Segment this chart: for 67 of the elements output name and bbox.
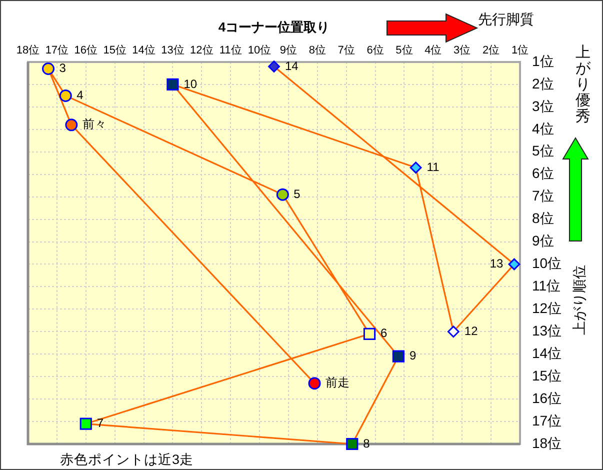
annotation: 9 [409,348,416,363]
y-tick-label: 4位 [532,120,554,136]
x-tick-label: 1位 [511,44,529,56]
y-tick-label: 10位 [532,255,562,272]
x-tick-label: 8位 [308,44,326,56]
x-tick-label: 16位 [74,44,98,56]
y-tick-label: 7位 [532,188,554,204]
annotation: 前走 [326,376,350,390]
y-tick-label: 14位 [532,344,562,361]
y-tick-label: 16位 [532,390,562,406]
annotation: 13 [490,256,504,271]
point [363,328,376,340]
annotation: 前々 [82,117,106,132]
point [268,60,280,72]
y-axis-title: 上がり順位 [571,265,587,335]
x-tick-label: 6位 [366,44,384,56]
x-tick-label: 11位 [219,44,242,56]
point [508,258,520,270]
annotation: 4 [76,88,84,102]
point [392,350,404,362]
point [276,188,289,201]
point [42,62,55,75]
annotation: 10 [184,76,198,91]
x-tick-label: 18位 [16,44,40,56]
x-tick-label: 7位 [338,44,355,56]
annotation: 6 [380,326,388,340]
point [59,89,72,102]
y-tick-label: 15位 [532,367,562,384]
text: 上がり優秀 [574,44,592,125]
annotation: 5 [294,186,301,201]
x-tick-label: 10位 [248,44,272,56]
annotation: 14 [285,58,299,73]
y-tick-label: 18位 [532,434,562,451]
point [80,418,92,430]
point [346,438,358,450]
y-tick-label: 11位 [532,278,561,294]
point [410,162,422,174]
x-tick-label: 5位 [396,44,413,56]
point [447,326,460,338]
x-tick-label: 2位 [482,44,500,56]
y-tick-label: 12位 [532,300,562,316]
x-tick-label: 9位 [280,44,298,56]
x-tick-label: 13位 [161,44,184,56]
y-tick-label: 8位 [532,210,554,226]
x-tick-label: 12位 [190,44,214,56]
annotation: 12 [464,324,478,338]
y-tick-label: 6位 [532,165,554,182]
point [308,377,321,390]
x-tick-label: 3位 [454,44,471,56]
text: 先行脚質 [478,11,534,27]
annotation: 11 [426,160,440,174]
point [166,78,179,91]
x-axis-title: 4コーナー位置取り [218,19,330,34]
y-tick-label: 17位 [532,412,562,428]
x-tick-label: 17位 [45,44,69,56]
y-tick-label: 3位 [532,98,554,114]
text: 赤色ポイントは近3走 [60,452,194,467]
x-tick-label: 14位 [132,44,156,56]
x-tick-label: 15位 [103,44,126,56]
y-tick-label: 13位 [532,322,562,339]
annotation: 8 [363,436,370,450]
y-tick-label: 9位 [532,232,554,249]
annotation: 3 [59,61,66,76]
y-tick-label: 2位 [532,75,554,92]
y-tick-label: 5位 [532,142,554,159]
x-tick-label: 4位 [424,44,442,56]
point [65,118,78,132]
